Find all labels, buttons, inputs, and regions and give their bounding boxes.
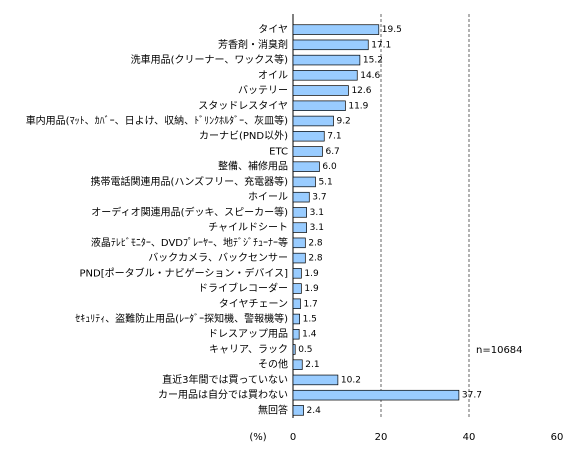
value-label: 10.2	[341, 375, 361, 385]
y-tick-label: ホイール	[248, 191, 288, 203]
bar	[292, 237, 306, 249]
bar	[292, 54, 361, 66]
value-label: 2.8	[308, 238, 323, 248]
value-label: 7.1	[327, 132, 341, 142]
value-label: 1.9	[304, 269, 319, 279]
annotation: n=10684	[476, 345, 523, 356]
y-tick-label: ｾｷｭﾘﾃｨ、盗難防止用品(ﾚｰﾀﾞｰ探知機、警報機等)	[75, 312, 288, 325]
bar	[292, 298, 301, 309]
y-tick-label: キャリア、ラック	[209, 343, 288, 355]
value-label: 2.8	[308, 254, 323, 264]
value-label: 17.1	[371, 40, 391, 50]
bar	[292, 207, 307, 218]
bar	[292, 313, 300, 325]
y-tick-label: スタッドレスタイヤ	[198, 100, 288, 112]
y-tick-label: チャイルドシート	[208, 222, 288, 234]
y-tick-label: タイヤ	[258, 24, 288, 36]
y-tick-label: 無回答	[258, 403, 288, 416]
y-tick-label: 芳香剤・消臭剤	[218, 38, 288, 51]
value-label: 1.7	[303, 299, 317, 309]
y-tick-label: バッテリー	[238, 85, 288, 97]
bar	[292, 39, 369, 51]
value-label: 19.5	[382, 25, 402, 35]
y-tick-label: 液晶ﾃﾚﾋﾞﾓﾆﾀｰ、DVDﾌﾟﾚｰﾔｰ、地ﾃﾞｼﾞﾁｭｰﾅｰ等	[91, 236, 288, 249]
value-label: 6.0	[322, 162, 337, 172]
bar	[292, 191, 310, 203]
y-tick-label: ドライブレコーダー	[198, 282, 288, 295]
x-tick-label: 20	[375, 432, 388, 443]
bar	[292, 85, 349, 96]
value-label: 14.6	[360, 71, 380, 81]
value-label: 37.7	[462, 391, 482, 401]
bar	[292, 146, 323, 157]
value-label: 3.1	[310, 223, 324, 233]
value-label: 1.9	[304, 284, 319, 294]
y-tick-label: PND[ポータブル・ナビゲーション・デバイス]	[79, 266, 288, 279]
y-tick-label: バックカメラ、バックセンサー	[148, 252, 288, 264]
bar	[292, 359, 303, 370]
bar	[292, 268, 302, 279]
value-label: 2.1	[305, 360, 319, 370]
y-tick-label: ETC	[269, 146, 288, 157]
bar	[292, 344, 296, 355]
value-label: 1.5	[303, 315, 317, 325]
value-label: 12.6	[351, 86, 371, 96]
value-label: 6.7	[325, 147, 339, 157]
bar	[292, 405, 304, 416]
bar	[292, 70, 358, 81]
bar	[292, 389, 460, 401]
axis-label: (%)	[249, 432, 266, 443]
y-tick-label: 整備、補修用品	[218, 160, 288, 173]
y-tick-label: オーディオ関連用品(デッキ、スピーカー等)	[91, 205, 288, 218]
y-tick-label: 直近3年間では買っていない	[162, 373, 288, 386]
value-label: 15.2	[363, 56, 383, 66]
bar	[292, 131, 325, 142]
bar	[292, 161, 320, 172]
x-tick-label: 40	[463, 432, 476, 443]
value-label: 0.5	[298, 345, 312, 355]
y-tick-label: 洗車用品(クリーナー、ワックス等)	[131, 53, 289, 66]
bar	[292, 24, 380, 35]
y-tick-label: オイル	[258, 69, 288, 81]
value-label: 11.9	[348, 101, 368, 111]
bar	[292, 252, 306, 264]
bar	[292, 283, 302, 294]
y-tick-label: タイヤチェーン	[219, 298, 288, 310]
value-label: 1.4	[302, 330, 317, 340]
value-label: 9.2	[336, 117, 350, 127]
y-tick-label: カーナビ(PND以外)	[199, 130, 288, 142]
bar	[292, 176, 316, 188]
bar	[292, 100, 346, 111]
value-label: 2.4	[307, 406, 322, 416]
value-label: 5.1	[318, 177, 332, 187]
value-label: 3.1	[310, 208, 324, 218]
value-label: 3.7	[312, 193, 326, 203]
bar	[292, 374, 339, 386]
y-tick-label: ドレスアップ用品	[208, 328, 288, 340]
y-tick-label: 携帯電話関連用品(ハンズフリー、充電器等)	[90, 175, 288, 188]
bar	[292, 222, 307, 233]
y-tick-label: カー用品は自分では買わない	[158, 388, 288, 401]
bar	[292, 115, 334, 127]
y-tick-label: その他	[258, 358, 288, 371]
x-tick-label: 60	[551, 432, 564, 443]
bar	[292, 329, 300, 340]
x-tick-label: 0	[290, 432, 296, 443]
y-tick-label: 車内用品(ﾏｯﾄ、ｶﾊﾞｰ、日よけ、収納、ﾄﾞﾘﾝｸﾎﾙﾀﾞｰ、灰皿等)	[26, 114, 288, 127]
